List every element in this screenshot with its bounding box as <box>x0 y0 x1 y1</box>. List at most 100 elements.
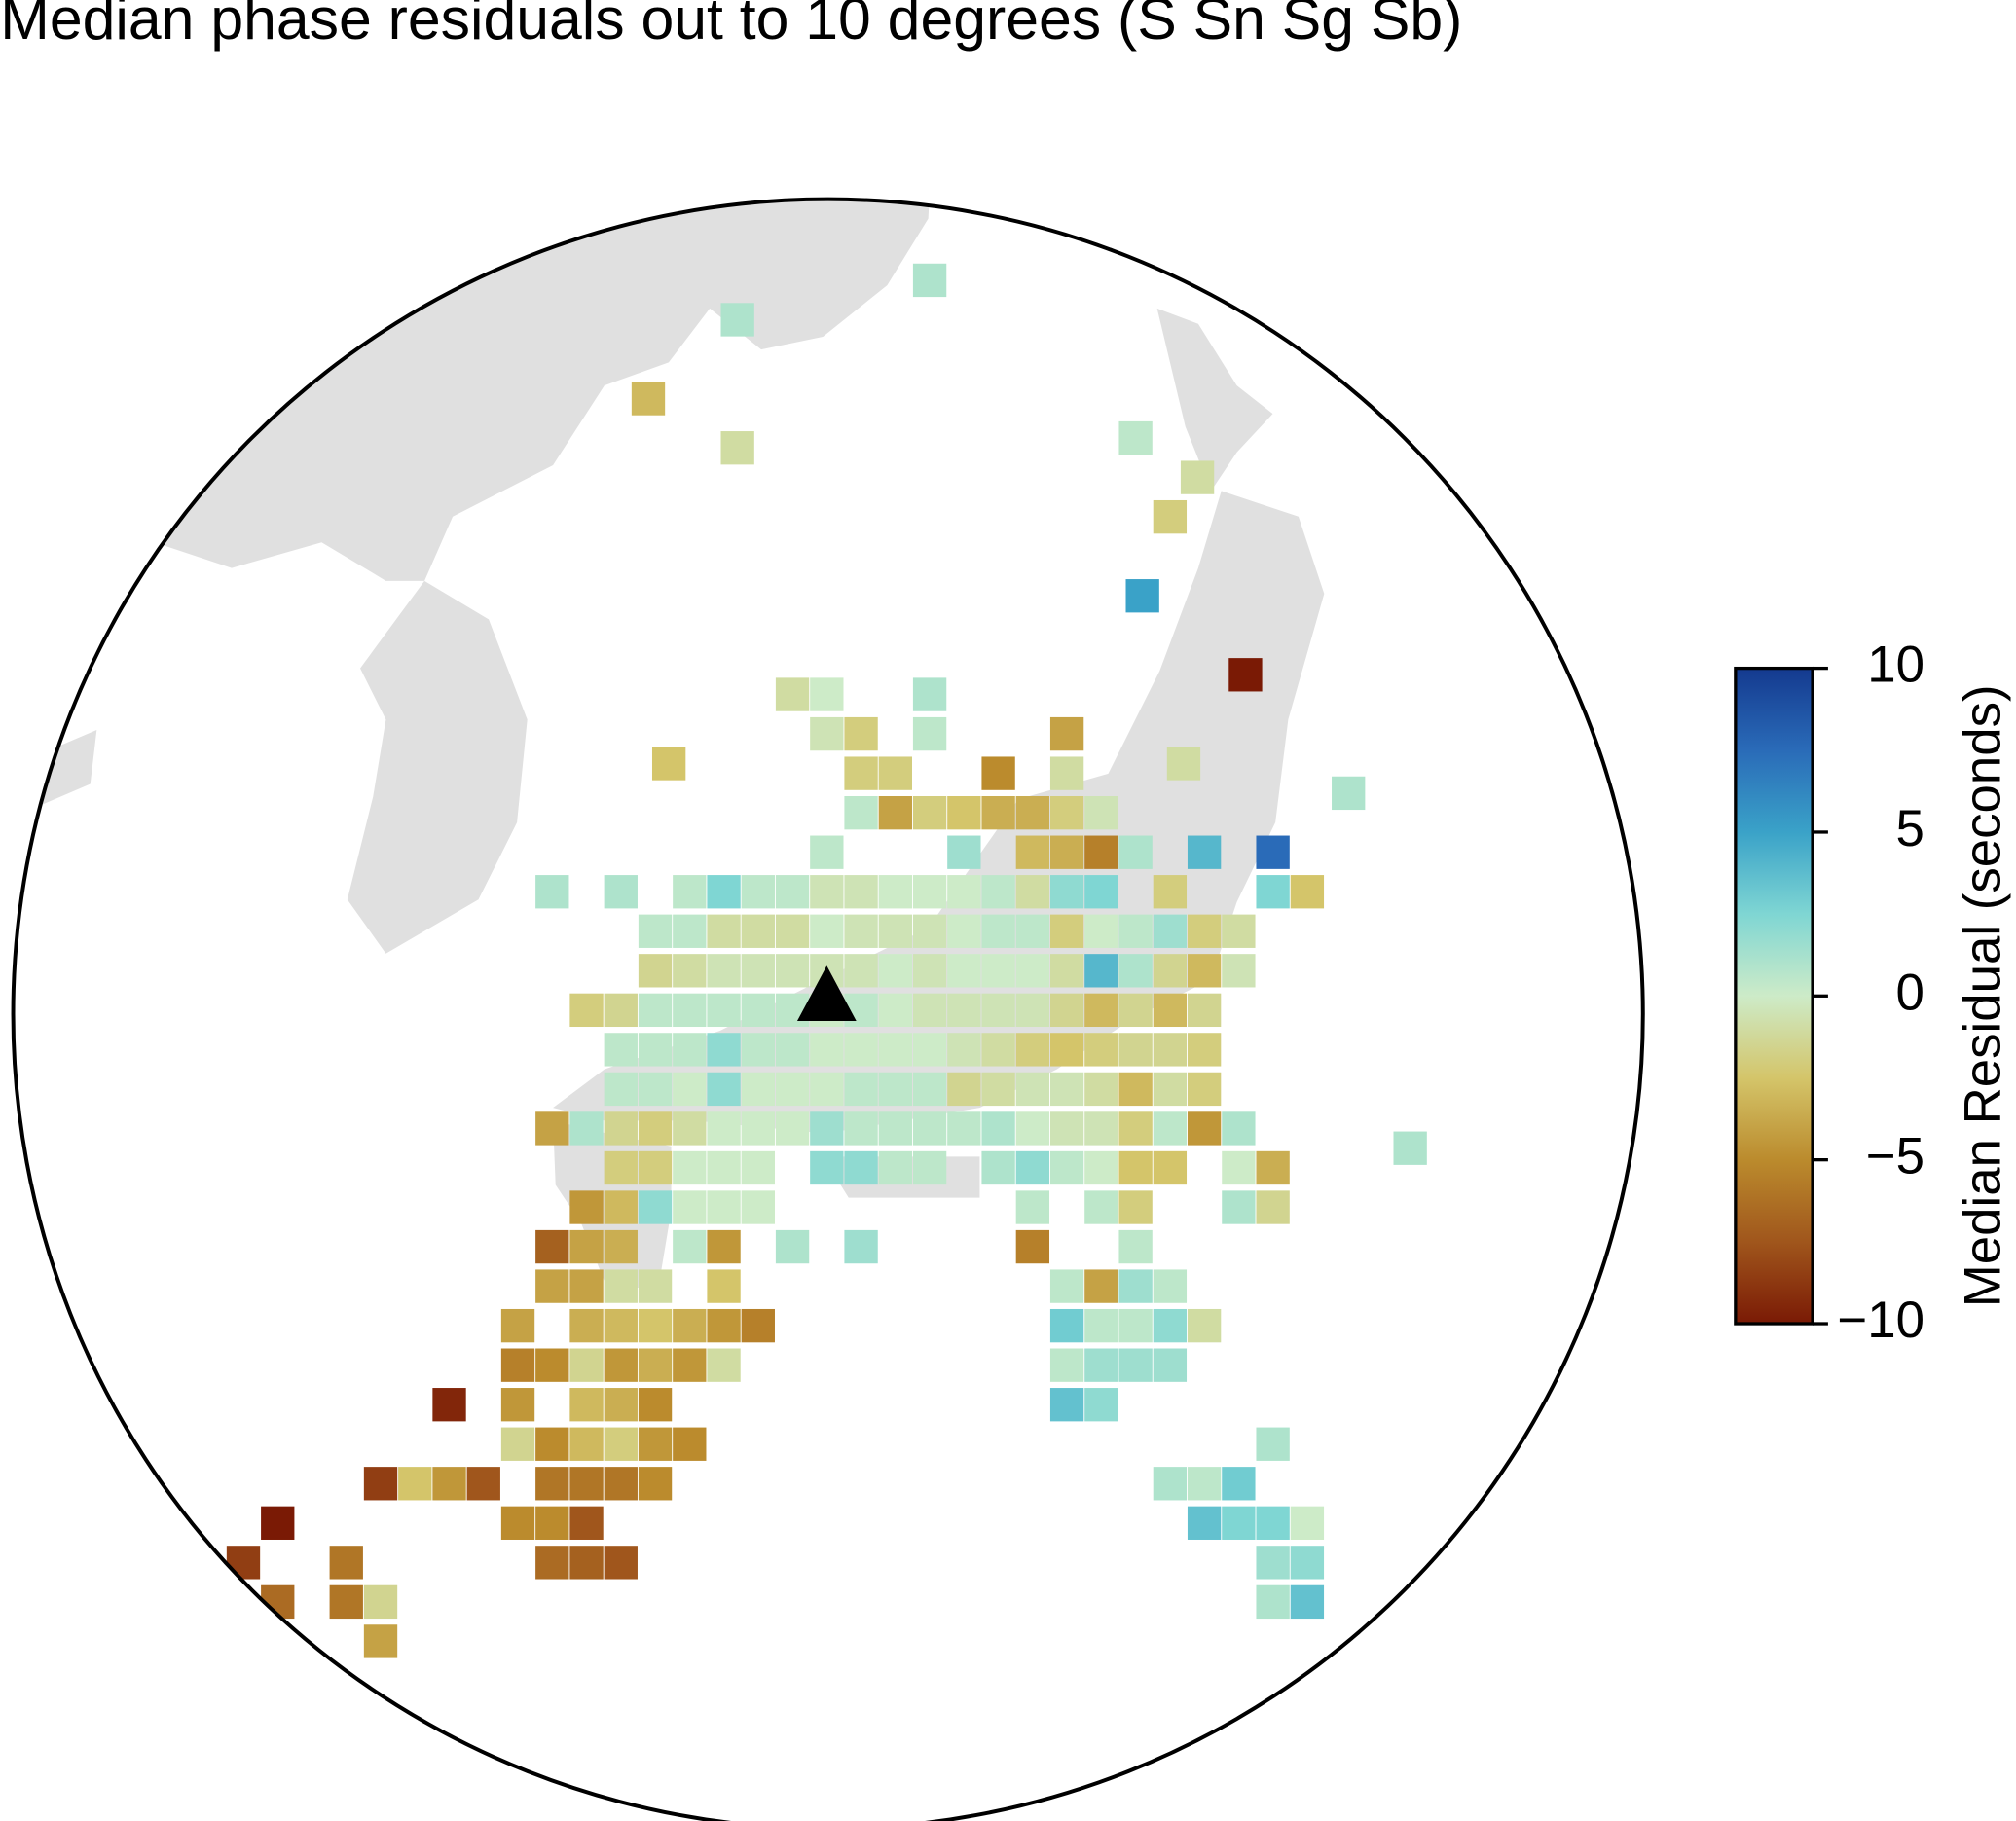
cell <box>1049 756 1084 790</box>
cell <box>1153 875 1188 909</box>
cell <box>707 1072 741 1107</box>
cell <box>1049 716 1084 751</box>
cell <box>844 716 878 751</box>
cell <box>432 1467 466 1501</box>
cell <box>1187 1506 1222 1540</box>
cell <box>707 1111 741 1146</box>
cell <box>673 1033 707 1067</box>
cell <box>673 1111 707 1146</box>
cell <box>844 954 878 988</box>
cell <box>466 1467 500 1501</box>
cell <box>1222 1190 1256 1224</box>
cell <box>775 677 810 711</box>
cell <box>1049 1269 1084 1303</box>
cell <box>981 954 1015 988</box>
cell <box>1187 914 1222 948</box>
cell <box>844 756 878 790</box>
cell <box>878 1033 912 1067</box>
cell <box>912 677 947 711</box>
cell <box>878 796 912 830</box>
cell <box>1256 1506 1290 1540</box>
cell <box>638 1308 673 1343</box>
cell <box>741 1150 775 1185</box>
cell <box>638 954 673 988</box>
cell <box>1015 954 1050 988</box>
cell <box>810 914 844 948</box>
cell <box>1153 499 1188 534</box>
cell <box>1015 1229 1050 1264</box>
cell <box>741 1190 775 1224</box>
cell <box>981 756 1015 790</box>
cell <box>844 1111 878 1146</box>
cell <box>604 1269 638 1303</box>
cell <box>1153 993 1188 1028</box>
cell <box>673 1150 707 1185</box>
colorbar <box>1734 666 1814 1326</box>
cell <box>1049 1072 1084 1107</box>
cell <box>810 677 844 711</box>
cell <box>500 1427 535 1461</box>
cell <box>1084 835 1118 869</box>
cell <box>604 1072 638 1107</box>
cell <box>604 1033 638 1067</box>
cell <box>810 835 844 869</box>
cell <box>844 1150 878 1185</box>
cell <box>844 796 878 830</box>
cell <box>1393 1131 1427 1165</box>
cell <box>1256 1584 1290 1620</box>
cell <box>912 263 947 298</box>
cell <box>878 993 912 1028</box>
cell <box>1049 1348 1084 1382</box>
cell <box>569 1388 604 1422</box>
cell <box>947 835 981 869</box>
colorbar-tick-label: 0 <box>1896 964 1924 1021</box>
cell <box>1187 1467 1222 1501</box>
cell <box>500 1388 535 1422</box>
cell <box>1256 1190 1290 1224</box>
cell <box>844 875 878 909</box>
cell <box>707 1308 741 1343</box>
cell <box>912 914 947 948</box>
cell <box>1118 835 1153 869</box>
cell <box>631 382 666 416</box>
cell <box>1153 1072 1188 1107</box>
cell <box>1084 1111 1118 1146</box>
cell <box>1118 954 1153 988</box>
cell <box>1153 1269 1188 1303</box>
cell <box>1187 1072 1222 1107</box>
cell <box>947 1072 981 1107</box>
cell <box>1222 1111 1256 1146</box>
cell <box>1084 1348 1118 1382</box>
cell <box>1049 796 1084 830</box>
cell <box>981 914 1015 948</box>
cell <box>1118 1308 1153 1343</box>
cell <box>1015 1111 1050 1146</box>
cell <box>535 1506 569 1540</box>
cell <box>604 1348 638 1382</box>
cell <box>569 1269 604 1303</box>
cell <box>947 914 981 948</box>
cell <box>947 796 981 830</box>
cell <box>363 1624 398 1658</box>
cell <box>1118 914 1153 948</box>
cell <box>878 954 912 988</box>
cell <box>604 1190 638 1224</box>
cell <box>707 875 741 909</box>
cell <box>1084 1269 1118 1303</box>
cell <box>1084 993 1118 1028</box>
cell <box>1187 1308 1222 1343</box>
cell <box>775 1229 810 1264</box>
cell <box>981 1150 1015 1185</box>
cell <box>741 1033 775 1067</box>
cell <box>604 1111 638 1146</box>
cell <box>912 875 947 909</box>
cell <box>741 1072 775 1107</box>
cell <box>844 914 878 948</box>
cell <box>1118 1033 1153 1067</box>
cell <box>1084 875 1118 909</box>
cell <box>1290 1584 1325 1620</box>
cell <box>1187 835 1222 869</box>
colorbar-label: Median Residual (seconds) <box>1954 684 2011 1307</box>
cell <box>981 875 1015 909</box>
cell <box>1118 1190 1153 1224</box>
